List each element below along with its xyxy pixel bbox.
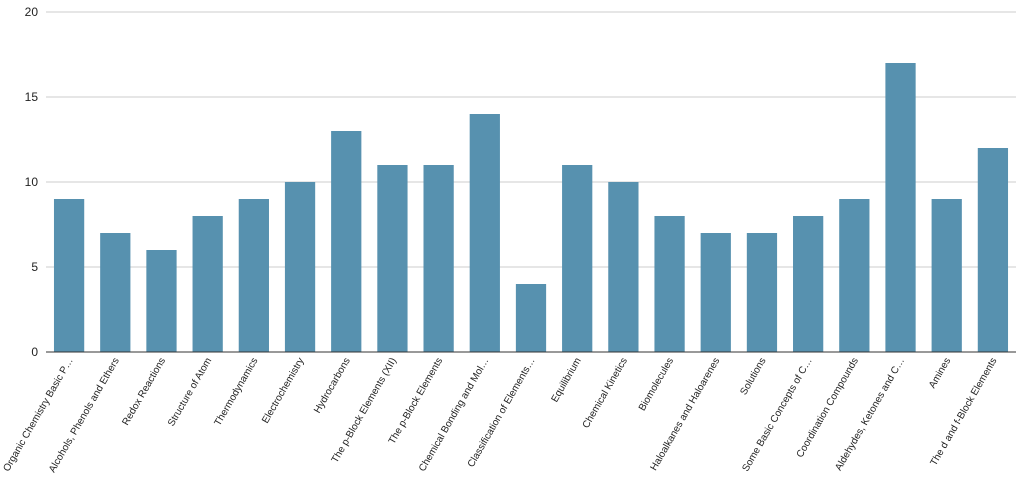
x-tick-label: Structure of Atom [166,356,214,428]
bar [192,216,223,352]
y-axis-tick-labels: 0 5 10 15 20 [25,5,39,359]
bar [931,199,962,352]
gridlines [46,11,1016,268]
x-tick-label: Equilibrium [550,356,584,404]
y-tick-label: 5 [31,260,38,274]
bar [746,233,778,352]
bar [284,182,316,352]
bar [515,284,547,352]
bar [562,165,593,352]
bar [469,114,500,352]
bars [53,63,1009,352]
x-tick-label: Hydrocarbons [312,356,353,415]
bar [377,165,408,352]
bar [238,199,269,352]
bar [839,199,870,352]
bar [608,182,639,352]
bar [146,250,177,352]
y-tick-label: 20 [25,5,39,19]
y-tick-label: 0 [31,345,38,359]
x-tick-label: Chemical Kinetics [581,356,630,430]
bar [977,148,1009,352]
x-tick-label: Solutions [738,356,768,397]
x-tick-label: Amines [927,356,953,390]
bar [700,233,731,352]
bar [423,165,454,352]
x-tick-label: Thermodynamics [213,356,261,428]
bar [654,216,685,352]
x-tick-label: Redox Reactions [120,356,168,427]
x-axis-category-labels: Organic Chemistry Basic P…Alcohols, Phen… [1,356,999,475]
x-tick-label: Electrochemistry [260,356,306,426]
y-tick-label: 15 [25,90,39,104]
bar [53,199,85,352]
x-tick-label: The p-Block Elements [387,356,445,446]
y-tick-label: 10 [25,175,39,189]
bar [331,131,362,352]
bar [885,63,916,352]
bar [100,233,131,352]
x-tick-label: Biomolecules [637,356,676,413]
bar [793,216,824,352]
